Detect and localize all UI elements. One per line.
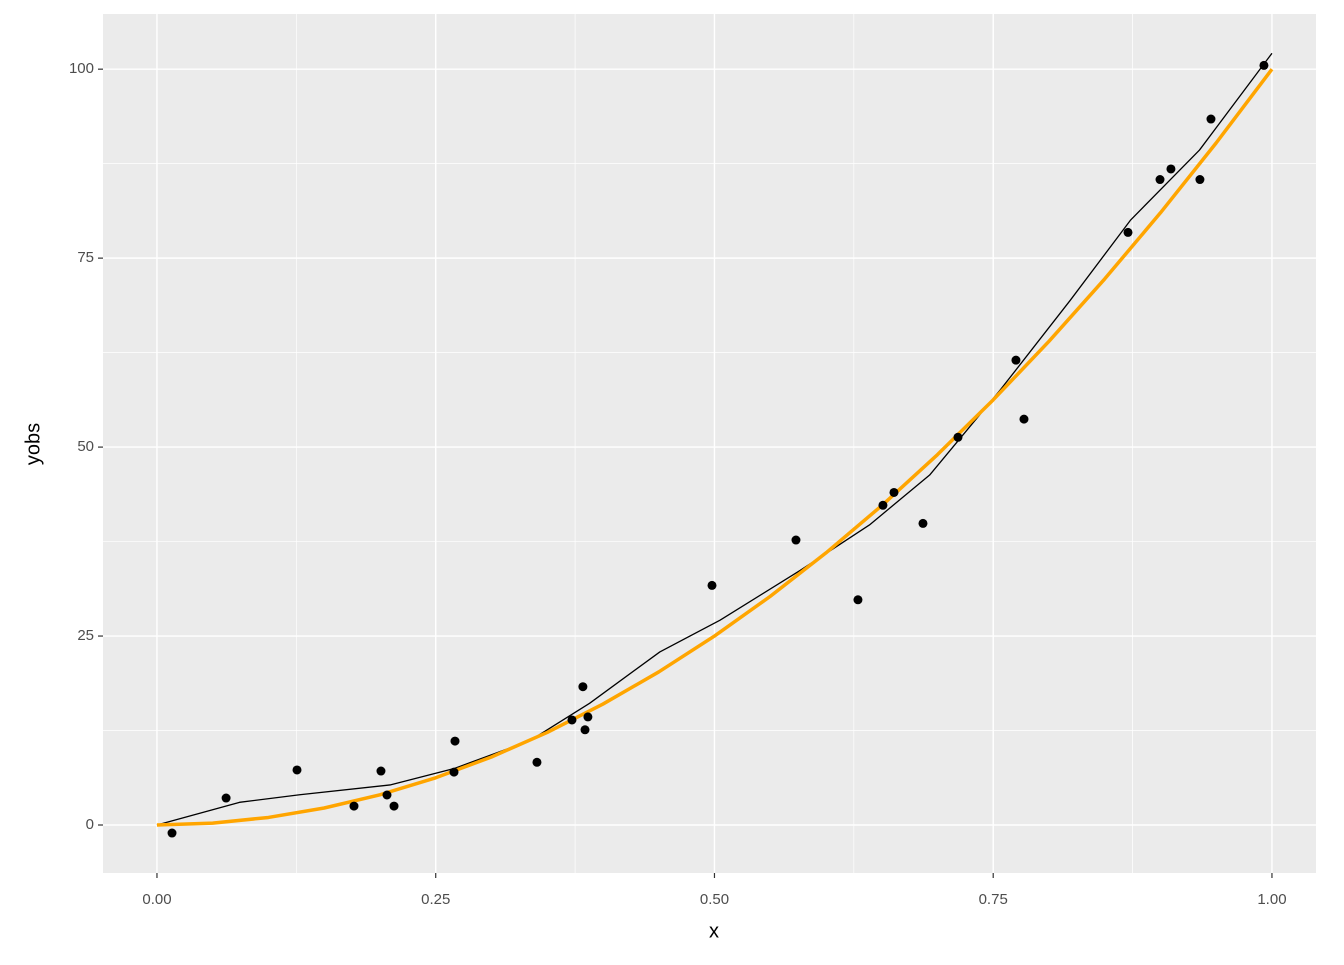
point: [167, 828, 177, 838]
y-tick-label: 0: [86, 816, 94, 833]
panel: [103, 14, 1316, 873]
point: [918, 518, 928, 528]
point: [292, 765, 302, 775]
y-tick-label: 50: [77, 438, 94, 455]
y-axis-title: yobs: [22, 423, 44, 465]
point: [1259, 60, 1269, 70]
point: [449, 767, 459, 777]
point: [1206, 114, 1216, 124]
x-tick-label: 0.00: [142, 891, 171, 908]
point: [583, 712, 593, 722]
point: [389, 801, 399, 811]
x-tick-label: 0.25: [421, 891, 450, 908]
y-tick-label: 75: [77, 249, 94, 266]
point: [376, 766, 386, 776]
point: [532, 757, 542, 767]
point: [707, 580, 717, 590]
point: [1123, 227, 1133, 237]
point: [853, 595, 863, 605]
x-tick-label: 0.75: [979, 891, 1008, 908]
point: [382, 790, 392, 800]
point: [1019, 414, 1029, 424]
line: [156, 52, 1273, 826]
point: [953, 432, 963, 442]
y-tick-label: 25: [77, 627, 94, 644]
point: [578, 682, 588, 692]
line: [156, 68, 1274, 827]
point: [1195, 175, 1205, 185]
point: [878, 500, 888, 510]
x-tick-label: 0.50: [700, 891, 729, 908]
point: [580, 725, 590, 735]
point: [889, 487, 899, 497]
x-tick-label: 1.00: [1257, 891, 1286, 908]
point: [221, 793, 231, 803]
point: [791, 535, 801, 545]
y-tick-label: 100: [69, 60, 94, 77]
x-axis-title: x: [709, 920, 719, 942]
point: [349, 801, 359, 811]
point: [1166, 164, 1176, 174]
point: [567, 715, 577, 725]
point: [1155, 175, 1165, 185]
point: [1011, 355, 1021, 365]
point: [450, 736, 460, 746]
